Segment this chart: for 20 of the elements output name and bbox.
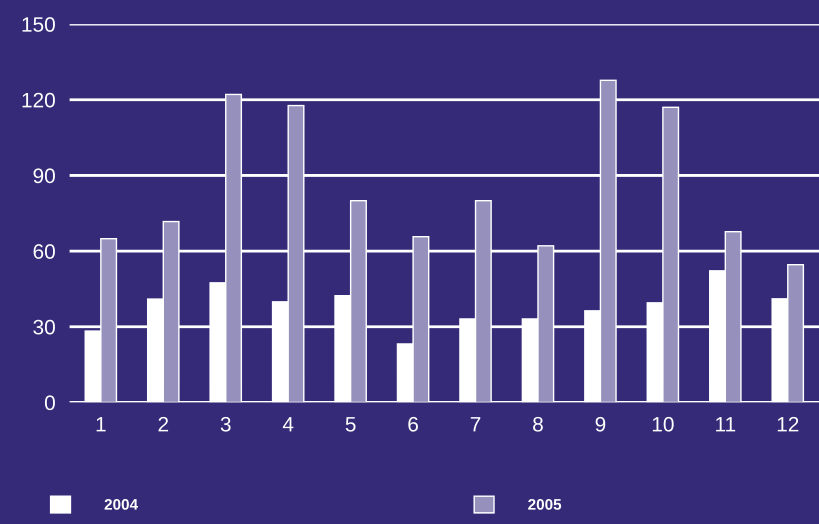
y-tick-label: 30 bbox=[33, 320, 55, 335]
x-tick-label: 4 bbox=[282, 417, 294, 432]
x-tick-label: 10 bbox=[652, 416, 674, 432]
x-tick-label: 8 bbox=[533, 416, 543, 432]
y-tick-label: 0 bbox=[44, 395, 55, 410]
y-tick-label: 90 bbox=[34, 168, 55, 184]
x-tick-label: 11 bbox=[716, 417, 736, 432]
x-tick-label: 2 bbox=[158, 416, 168, 432]
legend-label: 2004 bbox=[104, 498, 138, 510]
x-tick-label: 5 bbox=[346, 417, 356, 432]
y-tick-label: 60 bbox=[34, 244, 55, 259]
x-tick-label: 6 bbox=[408, 416, 418, 432]
x-tick-label: 7 bbox=[470, 417, 480, 432]
x-tick-label: 9 bbox=[596, 416, 606, 432]
x-tick-label: 12 bbox=[778, 416, 798, 432]
x-tick-label: 3 bbox=[220, 416, 231, 432]
y-tick-label: 150 bbox=[22, 17, 55, 32]
legend-label: 2005 bbox=[528, 498, 562, 510]
x-tick-label: 1 bbox=[96, 417, 106, 432]
y-tick-label: 120 bbox=[22, 92, 55, 108]
